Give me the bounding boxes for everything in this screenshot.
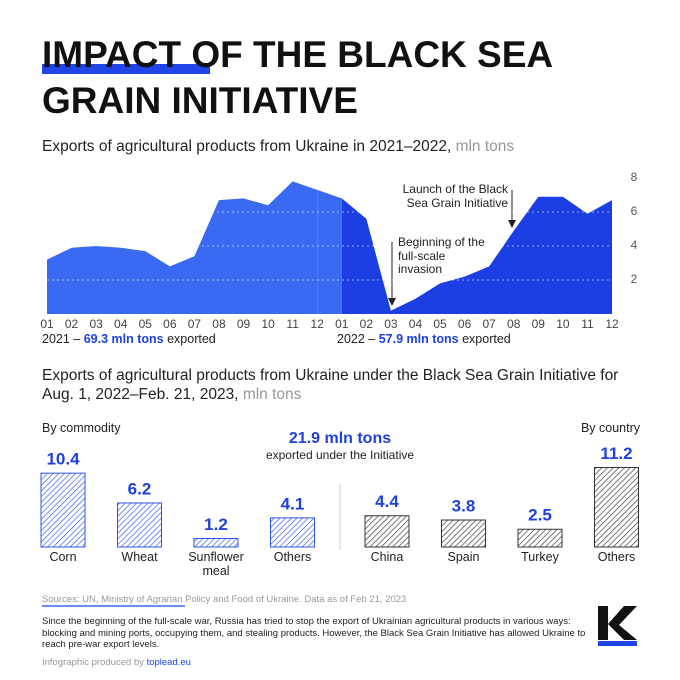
- credit: Infographic produced by toplead.eu: [42, 657, 191, 668]
- title-underline: [42, 64, 210, 74]
- y-tick-label: 6: [631, 204, 638, 218]
- bar: [117, 502, 162, 548]
- x-tick-label: 08: [507, 317, 521, 331]
- series-total: 69.3 mln tons: [83, 332, 164, 346]
- subtitle: Exports of agricultural products from Uk…: [42, 138, 514, 156]
- total: 21.9 mln tons: [288, 430, 392, 447]
- category-label: China: [370, 550, 404, 564]
- x-tick-label: 12: [605, 317, 619, 331]
- x-tick-label: 07: [188, 317, 202, 331]
- sources: Sources: UN, Ministry of Agrarian Policy…: [42, 594, 407, 605]
- series-name: 2022 –: [337, 332, 376, 346]
- note: Since the beginning of the full-scale wa…: [42, 616, 586, 650]
- arrow-head: [388, 298, 396, 306]
- annotation: Beginning of the full-scale invasion: [398, 235, 485, 276]
- bar: [193, 537, 239, 548]
- x-tick-label: 09: [237, 317, 251, 331]
- value-label: 2.5: [528, 506, 552, 525]
- x-tick-label: 06: [458, 317, 472, 331]
- x-tick-label: 06: [163, 317, 177, 331]
- x-tick-label: 07: [482, 317, 496, 331]
- group-name: By country: [580, 421, 640, 435]
- bar: [364, 515, 410, 548]
- x-tick-label: 03: [384, 317, 398, 331]
- category-label: Others: [273, 550, 312, 564]
- area-connector: [317, 189, 342, 314]
- x-tick-label: 11: [286, 317, 299, 331]
- value-label: 4.1: [281, 494, 305, 513]
- unit: mln tons: [242, 386, 302, 403]
- x-tick-label: 08: [212, 317, 226, 331]
- series-note: exported: [462, 332, 511, 346]
- y-tick-label: 4: [631, 238, 638, 252]
- category-label: Corn: [49, 550, 77, 564]
- subtitle: Exports of agricultural products from Uk…: [42, 366, 642, 404]
- subtitle-text: Exports of agricultural products from Uk…: [42, 367, 619, 403]
- credit-text: Infographic produced by: [42, 657, 144, 668]
- value-label: 1.2: [204, 515, 228, 534]
- value-label: 10.4: [46, 450, 80, 469]
- unit: mln tons: [455, 138, 515, 155]
- total-note: exported under the Initiative: [265, 448, 415, 462]
- annotation: Launch of the Black Sea Grain Initiative: [402, 182, 508, 210]
- x-tick-label: 01: [40, 317, 54, 331]
- area: [47, 181, 318, 314]
- series-name: 2021 –: [42, 332, 81, 346]
- x-tick-label: 03: [89, 317, 103, 331]
- group-name: By commodity: [42, 421, 121, 435]
- series-label: 2022 – 57.9 mln tons exported: [337, 332, 511, 346]
- category-label: Spain: [447, 550, 480, 564]
- x-tick-label: 10: [556, 317, 570, 331]
- category-label: Turkey: [521, 550, 559, 564]
- bar: [40, 472, 86, 548]
- category-label: Wheat: [121, 550, 158, 564]
- logo: [598, 606, 637, 646]
- series-note: exported: [167, 332, 216, 346]
- category-label: Sunflower meal: [188, 550, 244, 578]
- x-tick-label: 02: [65, 317, 79, 331]
- y-tick-label: 8: [631, 170, 638, 184]
- bar: [270, 517, 315, 548]
- value-label: 11.2: [600, 444, 632, 463]
- x-tick-label: 04: [114, 317, 128, 331]
- x-tick-label: 10: [261, 317, 275, 331]
- y-tick-label: 2: [631, 272, 638, 286]
- value-label: 3.8: [452, 497, 476, 516]
- x-tick-label: 12: [311, 317, 325, 331]
- value-label: 4.4: [375, 492, 399, 511]
- x-tick-label: 11: [581, 317, 594, 331]
- area: [341, 196, 612, 314]
- series-label: 2021 – 69.3 mln tons exported: [42, 332, 216, 346]
- x-tick-label: 02: [360, 317, 374, 331]
- credit-link: toplead.eu: [146, 657, 191, 668]
- bar: [594, 466, 639, 548]
- x-tick-label: 04: [409, 317, 423, 331]
- title: IMPACT OF THE BLACK SEA GRAIN INITIATIVE: [42, 34, 552, 121]
- x-tick-label: 09: [532, 317, 546, 331]
- bar: [441, 519, 486, 548]
- series-total: 57.9 mln tons: [378, 332, 459, 346]
- x-tick-label: 01: [335, 317, 349, 331]
- bar: [517, 528, 563, 548]
- subtitle-text: Exports of agricultural products from Uk…: [42, 138, 452, 155]
- x-tick-label: 05: [433, 317, 447, 331]
- category-label: Others: [597, 550, 636, 564]
- x-tick-label: 05: [139, 317, 153, 331]
- value-label: 6.2: [128, 479, 152, 498]
- arrow-head: [508, 220, 516, 228]
